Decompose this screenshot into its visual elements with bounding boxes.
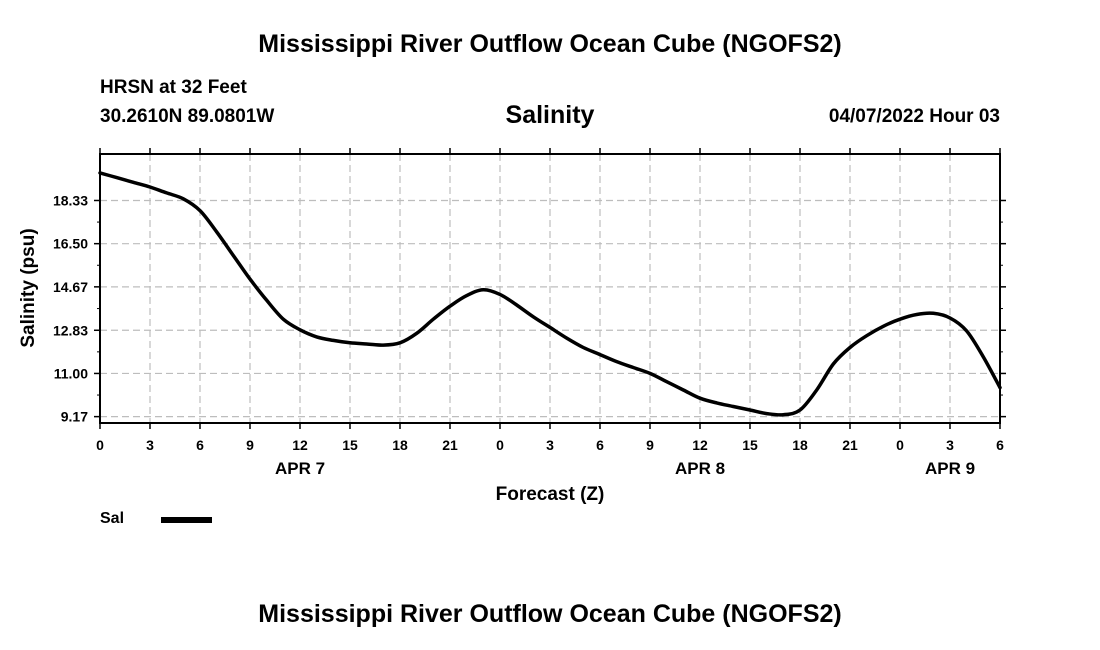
salinity-series-line bbox=[98, 171, 1002, 417]
x-tick-label: 0 bbox=[96, 437, 104, 453]
x-tick-label: 6 bbox=[196, 437, 204, 453]
x-tick-label: 3 bbox=[946, 437, 954, 453]
repeated-chart-title: Mississippi River Outflow Ocean Cube (NG… bbox=[258, 600, 842, 628]
y-tick-label: 11.00 bbox=[54, 365, 88, 381]
x-tick-label: 15 bbox=[742, 437, 758, 453]
x-tick-label: 12 bbox=[292, 437, 308, 453]
date-label: APR 8 bbox=[675, 459, 725, 478]
date-label: APR 7 bbox=[275, 459, 325, 478]
legend-line-swatch bbox=[161, 517, 212, 523]
y-axis-title: Salinity (psu) bbox=[18, 228, 39, 347]
y-tick-label: 18.33 bbox=[53, 192, 88, 208]
x-tick-label: 12 bbox=[692, 437, 708, 453]
forecast-timestamp: 04/07/2022 Hour 03 bbox=[828, 106, 1000, 127]
date-label: APR 9 bbox=[925, 459, 975, 478]
x-tick-label: 0 bbox=[896, 437, 904, 453]
x-tick-label: 15 bbox=[342, 437, 358, 453]
x-tick-label: 18 bbox=[792, 437, 808, 453]
legend-label: Sal bbox=[100, 510, 125, 527]
x-tick-label: 6 bbox=[596, 437, 604, 453]
x-tick-label: 6 bbox=[996, 437, 1004, 453]
x-tick-label: 9 bbox=[246, 437, 254, 453]
x-tick-label: 0 bbox=[496, 437, 504, 453]
x-tick-label: 21 bbox=[842, 437, 858, 453]
x-tick-label: 3 bbox=[546, 437, 554, 453]
chart-main-title: Mississippi River Outflow Ocean Cube (NG… bbox=[258, 30, 842, 58]
variable-title: Salinity bbox=[505, 101, 595, 129]
x-tick-label: 3 bbox=[146, 437, 154, 453]
y-tick-label: 14.67 bbox=[53, 279, 88, 295]
y-tick-label: 12.83 bbox=[53, 322, 88, 338]
x-tick-label: 21 bbox=[442, 437, 458, 453]
station-label: HRSN at 32 Feet bbox=[100, 77, 247, 98]
y-tick-label: 16.50 bbox=[53, 236, 88, 252]
y-tick-label: 9.17 bbox=[61, 409, 88, 425]
x-axis-title: Forecast (Z) bbox=[496, 484, 605, 505]
x-tick-label: 9 bbox=[646, 437, 654, 453]
station-coordinates: 30.2610N 89.0801W bbox=[100, 106, 275, 127]
x-tick-label: 18 bbox=[392, 437, 408, 453]
